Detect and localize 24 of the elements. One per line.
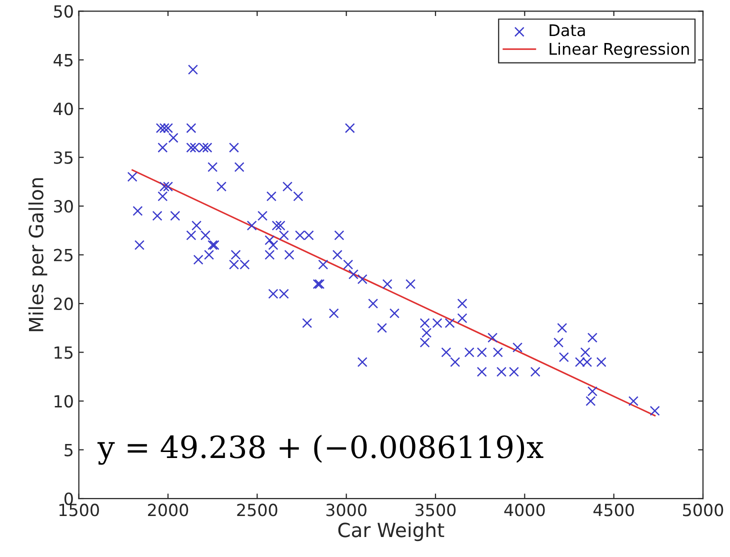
x-tick-label: 1500 [59, 504, 99, 516]
y-tick-label: 35 [54, 151, 73, 164]
y-tick-label: 45 [54, 54, 73, 66]
y-tick-label: 10 [54, 395, 73, 408]
x-tick-label: 5000 [683, 504, 724, 516]
y-tick-label: 25 [54, 248, 73, 262]
x-tick-label: 2500 [237, 504, 278, 516]
y-tick-label: 30 [54, 200, 73, 213]
x-tick-label: 3500 [416, 504, 456, 516]
y-tick-label: 40 [54, 102, 73, 116]
annotation: y = 49.238 + (−0.0086119)x [97, 434, 544, 465]
y-tick-label: 15 [54, 346, 73, 359]
y-tick-label: 5 [64, 444, 73, 456]
legend-label: Data [550, 24, 585, 36]
x-tick-label: 2000 [148, 504, 188, 516]
y-axis-title: Miles per Gallon [28, 178, 48, 332]
y-tick-label: 20 [54, 298, 73, 310]
x-axis-title: Car Weight [338, 522, 444, 542]
legend-label: Linear Regression [550, 42, 689, 58]
x-tick-label: 4500 [593, 504, 634, 516]
y-tick-label: 50 [54, 5, 73, 18]
x-tick-label: 3000 [326, 504, 366, 516]
y-tick-label: 0 [64, 492, 73, 506]
x-tick-label: 4000 [504, 504, 545, 516]
